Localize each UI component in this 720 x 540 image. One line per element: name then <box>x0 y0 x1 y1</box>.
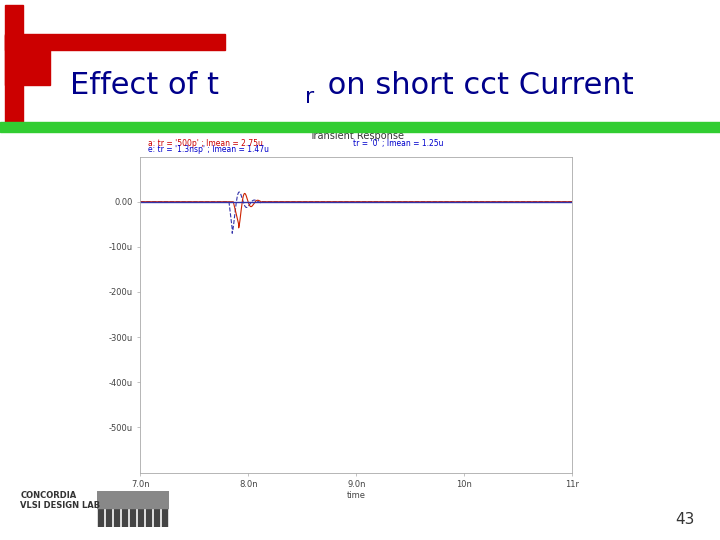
Bar <box>106 507 112 526</box>
Bar <box>138 507 143 526</box>
Bar <box>154 507 159 526</box>
Bar <box>0 122 720 132</box>
Bar <box>97 491 169 508</box>
Bar <box>5 35 50 85</box>
Text: a: tr = '500p' ; Imean = 2.75u: a: tr = '500p' ; Imean = 2.75u <box>148 139 263 148</box>
Text: 43: 43 <box>675 511 695 526</box>
Text: CONCORDIA
VLSI DESIGN LAB: CONCORDIA VLSI DESIGN LAB <box>20 491 100 510</box>
Text: Transient Response: Transient Response <box>309 131 404 141</box>
Text: e: tr = '1.3nsp' ; Imean = 1.47u: e: tr = '1.3nsp' ; Imean = 1.47u <box>148 145 269 154</box>
Bar <box>146 507 151 526</box>
Text: tr = '0' ; Imean = 1.25u: tr = '0' ; Imean = 1.25u <box>353 139 444 148</box>
Bar <box>162 507 167 526</box>
Bar <box>114 507 120 526</box>
Bar <box>5 34 225 50</box>
Bar <box>122 507 127 526</box>
Bar <box>98 507 104 526</box>
Text: The effect of Tr on short-circuit current: The effect of Tr on short-circuit curren… <box>275 125 438 134</box>
Bar <box>5 5 23 125</box>
Text: on short cct Current: on short cct Current <box>318 71 634 99</box>
Bar <box>130 507 135 526</box>
X-axis label: time: time <box>347 490 366 500</box>
Text: Effect of t: Effect of t <box>70 71 219 99</box>
Text: r: r <box>305 87 314 107</box>
